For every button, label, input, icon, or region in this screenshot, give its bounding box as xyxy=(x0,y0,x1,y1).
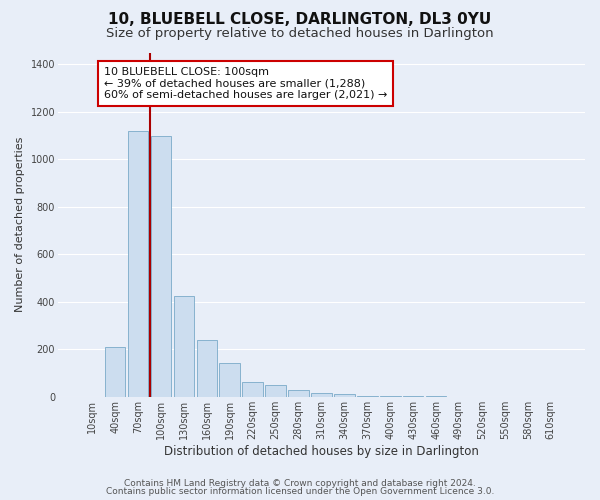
Bar xyxy=(288,390,309,397)
Bar xyxy=(380,396,401,397)
Bar xyxy=(128,131,148,397)
Bar xyxy=(173,296,194,397)
Bar xyxy=(357,396,377,397)
Y-axis label: Number of detached properties: Number of detached properties xyxy=(15,137,25,312)
Bar xyxy=(242,382,263,397)
Bar xyxy=(105,347,125,397)
X-axis label: Distribution of detached houses by size in Darlington: Distribution of detached houses by size … xyxy=(164,444,479,458)
Text: Size of property relative to detached houses in Darlington: Size of property relative to detached ho… xyxy=(106,28,494,40)
Bar xyxy=(334,394,355,397)
Text: 10, BLUEBELL CLOSE, DARLINGTON, DL3 0YU: 10, BLUEBELL CLOSE, DARLINGTON, DL3 0YU xyxy=(109,12,491,28)
Bar xyxy=(265,385,286,397)
Text: 10 BLUEBELL CLOSE: 100sqm
← 39% of detached houses are smaller (1,288)
60% of se: 10 BLUEBELL CLOSE: 100sqm ← 39% of detac… xyxy=(104,66,387,100)
Bar xyxy=(403,396,424,397)
Bar xyxy=(197,340,217,397)
Text: Contains public sector information licensed under the Open Government Licence 3.: Contains public sector information licen… xyxy=(106,487,494,496)
Bar xyxy=(151,136,172,397)
Bar xyxy=(311,392,332,397)
Bar xyxy=(220,363,240,397)
Text: Contains HM Land Registry data © Crown copyright and database right 2024.: Contains HM Land Registry data © Crown c… xyxy=(124,478,476,488)
